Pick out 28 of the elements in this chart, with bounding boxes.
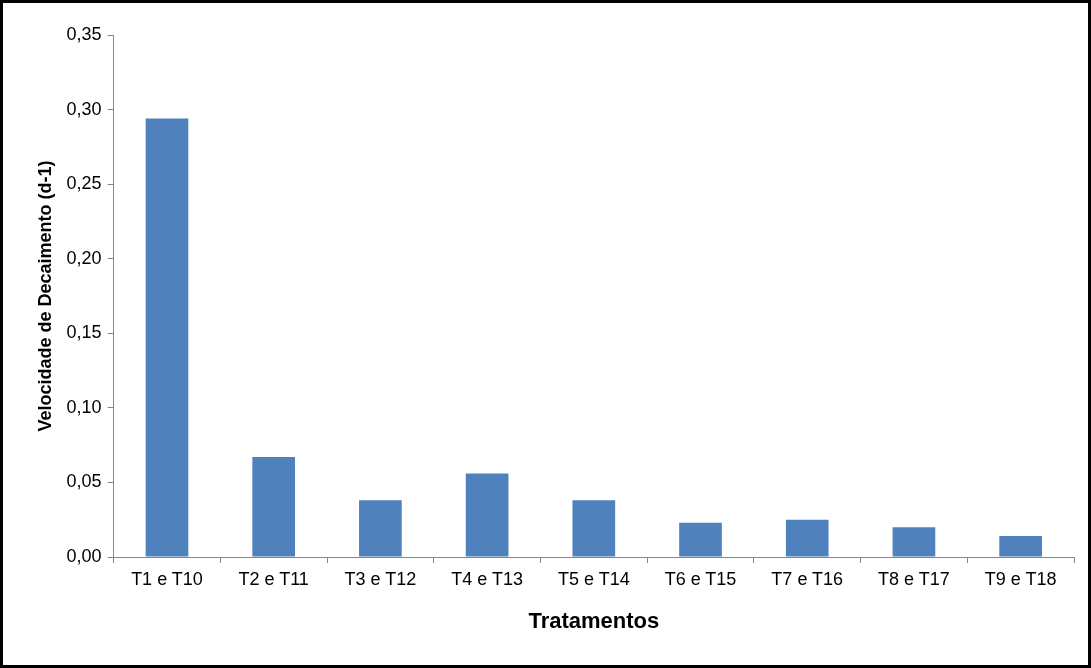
x-axis-title: Tratamentos <box>528 607 660 633</box>
y-tick-label: 0,05 <box>66 471 102 492</box>
bar <box>145 118 189 557</box>
bar <box>359 500 402 557</box>
y-tick-label: 0,15 <box>66 322 102 343</box>
bar <box>252 457 296 557</box>
x-tick-label: T3 e T12 <box>344 568 417 589</box>
y-axis-title: Velocidade de Decaimento (d-1) <box>34 160 55 432</box>
x-tick-label: T8 e T17 <box>878 568 950 589</box>
bar <box>572 500 616 557</box>
bar <box>785 519 829 557</box>
y-tick-label: 0,35 <box>66 23 102 44</box>
x-tick-label: T7 e T16 <box>771 568 844 589</box>
y-tick-label: 0,10 <box>66 396 102 417</box>
bar <box>999 536 1042 557</box>
x-tick-label: T4 e T13 <box>451 568 523 589</box>
x-tick-label: T6 e T15 <box>664 568 737 589</box>
y-tick-label: 0,00 <box>66 545 102 566</box>
bar <box>679 522 722 557</box>
y-tick-label: 0,25 <box>66 173 102 194</box>
bar <box>892 527 936 557</box>
x-tick-label: T2 e T11 <box>238 568 309 589</box>
y-tick-label: 0,20 <box>66 247 102 268</box>
x-tick-label: T5 e T14 <box>557 568 630 589</box>
y-tick-label: 0,30 <box>66 98 102 119</box>
bar <box>465 473 509 557</box>
x-tick-label: T1 e T10 <box>131 568 203 589</box>
x-tick-label: T9 e T18 <box>984 568 1057 589</box>
